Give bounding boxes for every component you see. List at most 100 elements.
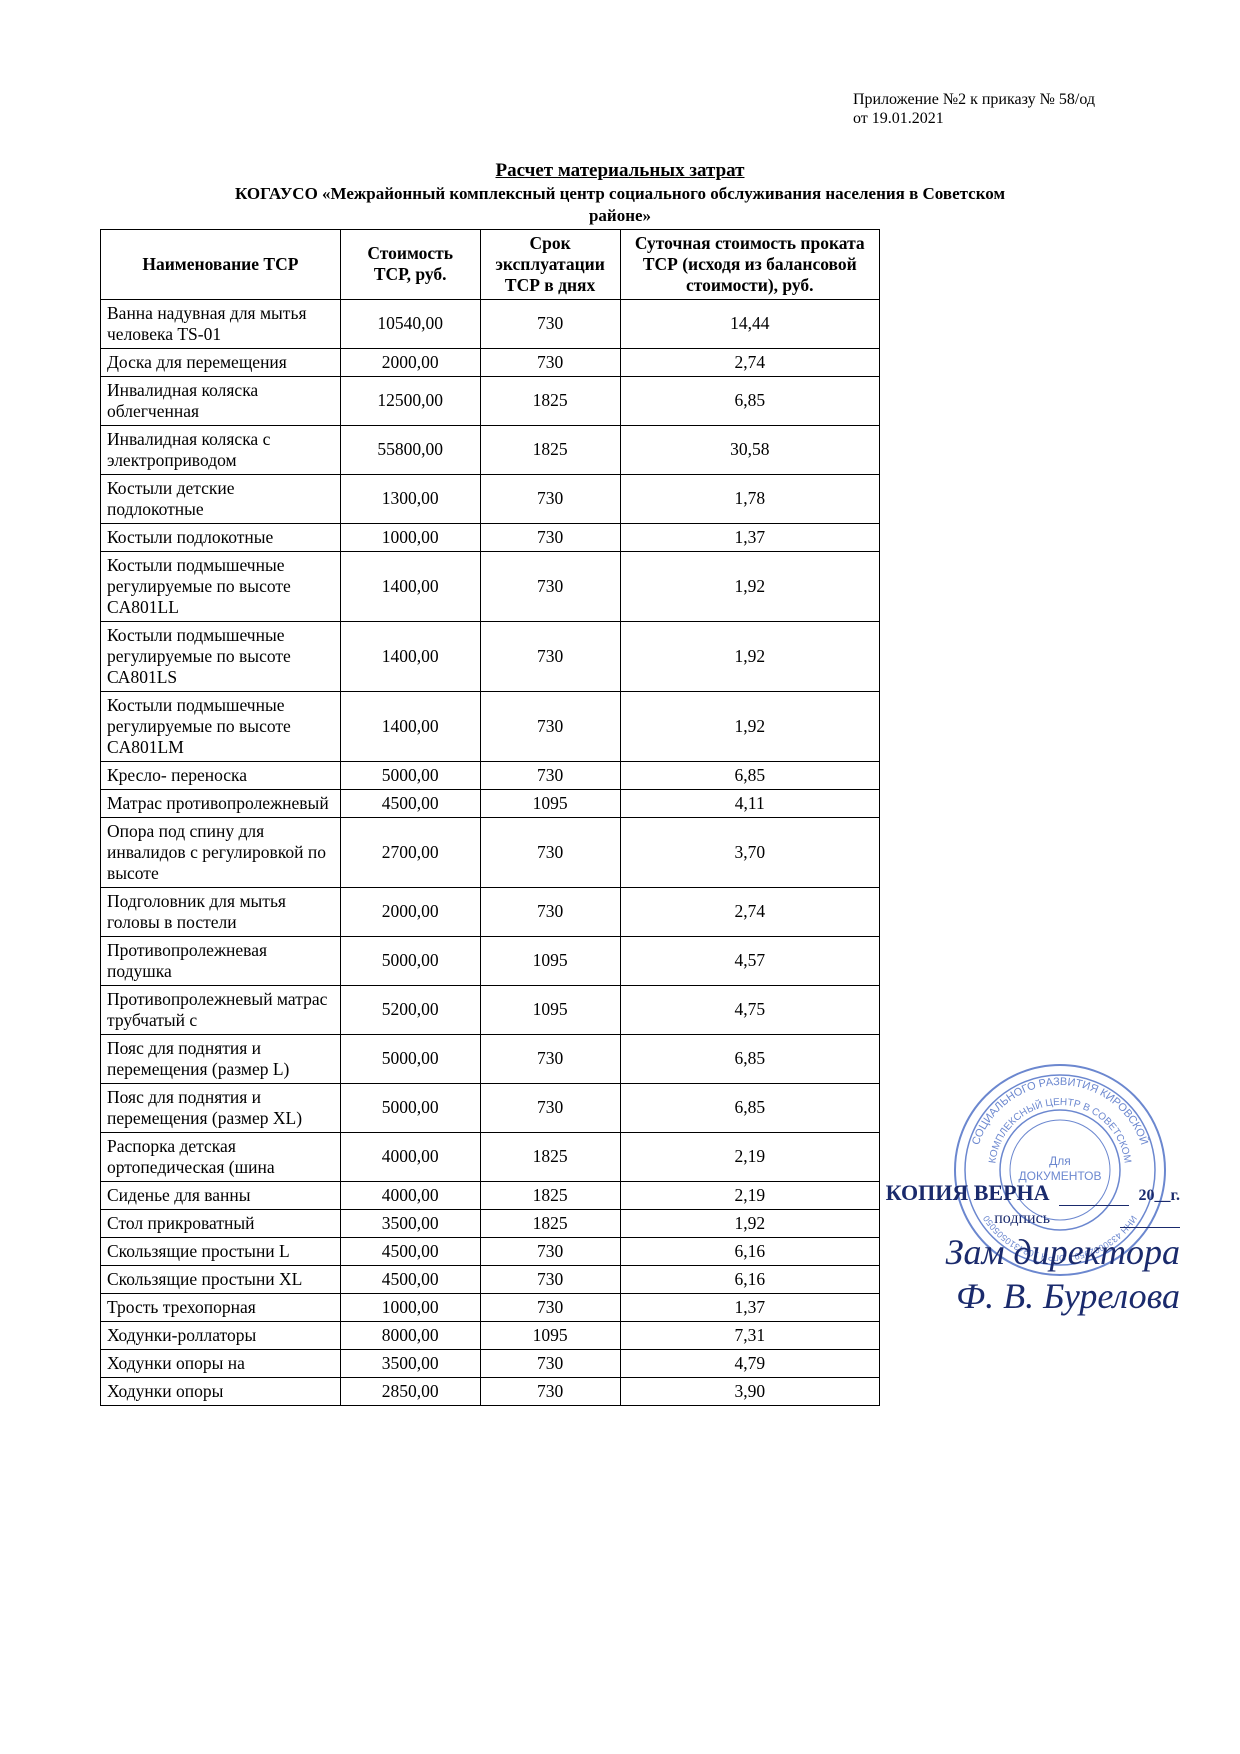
cell-name: Скользящие простыни XL — [101, 1265, 341, 1293]
cell-name: Противопролежневая подушка — [101, 936, 341, 985]
cell-daily: 6,85 — [620, 761, 879, 789]
table-row: Костыли подмышечные регулируемые по высо… — [101, 621, 880, 691]
table-row: Костыли детские подлокотные1300,007301,7… — [101, 474, 880, 523]
cell-term: 1095 — [480, 936, 620, 985]
cell-cost: 1300,00 — [340, 474, 480, 523]
cell-name: Подголовник для мытья головы в постели — [101, 887, 341, 936]
cell-daily: 1,37 — [620, 523, 879, 551]
cell-cost: 2000,00 — [340, 887, 480, 936]
table-row: Ходунки опоры на3500,007304,79 — [101, 1349, 880, 1377]
cell-term: 1825 — [480, 425, 620, 474]
cell-cost: 3500,00 — [340, 1209, 480, 1237]
cell-name: Ходунки опоры — [101, 1377, 341, 1405]
header-line1: Приложение №2 к приказу № 58/од — [853, 90, 1095, 109]
cell-term: 1095 — [480, 1321, 620, 1349]
cell-daily: 6,85 — [620, 376, 879, 425]
cell-name: Ходунки-роллаторы — [101, 1321, 341, 1349]
table-header-row: Наименование ТСР Стоимость ТСР, руб. Сро… — [101, 229, 880, 299]
cell-cost: 2700,00 — [340, 817, 480, 887]
cell-daily: 30,58 — [620, 425, 879, 474]
cell-daily: 1,78 — [620, 474, 879, 523]
table-row: Противопролежневый матрас трубчатый с520… — [101, 985, 880, 1034]
cell-daily: 7,31 — [620, 1321, 879, 1349]
table-row: Противопролежневая подушка5000,0010954,5… — [101, 936, 880, 985]
cell-term: 730 — [480, 621, 620, 691]
cell-daily: 2,19 — [620, 1132, 879, 1181]
table-row: Подголовник для мытья головы в постели20… — [101, 887, 880, 936]
cell-cost: 4000,00 — [340, 1132, 480, 1181]
sig-verna: КОПИЯ ВЕРНА — [886, 1180, 1050, 1205]
cell-term: 730 — [480, 817, 620, 887]
col-daily: Суточная стоимость проката ТСР (исходя и… — [620, 229, 879, 299]
cell-daily: 4,11 — [620, 789, 879, 817]
table-row: Инвалидная коляска с электроприводом5580… — [101, 425, 880, 474]
cell-cost: 2000,00 — [340, 348, 480, 376]
cell-cost: 1400,00 — [340, 621, 480, 691]
cell-term: 730 — [480, 348, 620, 376]
cell-name: Сиденье для ванны — [101, 1181, 341, 1209]
cell-term: 730 — [480, 761, 620, 789]
cell-term: 730 — [480, 1034, 620, 1083]
cell-term: 730 — [480, 474, 620, 523]
cell-term: 730 — [480, 551, 620, 621]
title-block: Расчет материальных затрат КОГАУСО «Межр… — [100, 160, 1140, 227]
col-cost: Стоимость ТСР, руб. — [340, 229, 480, 299]
cell-term: 1825 — [480, 1209, 620, 1237]
stamp-center1: Для — [1049, 1154, 1071, 1168]
cell-term: 730 — [480, 1349, 620, 1377]
cell-name: Скользящие простыни L — [101, 1237, 341, 1265]
cell-cost: 12500,00 — [340, 376, 480, 425]
title-sub2: районе» — [100, 206, 1140, 226]
table-row: Инвалидная коляска облегченная12500,0018… — [101, 376, 880, 425]
table-row: Распорка детская ортопедическая (шина400… — [101, 1132, 880, 1181]
table-row: Костыли подмышечные регулируемые по высо… — [101, 691, 880, 761]
cell-term: 1095 — [480, 789, 620, 817]
cell-cost: 5000,00 — [340, 1083, 480, 1132]
cell-name: Пояс для поднятия и перемещения (размер … — [101, 1034, 341, 1083]
table-row: Ходунки-роллаторы8000,0010957,31 — [101, 1321, 880, 1349]
title-sub1: КОГАУСО «Межрайонный комплексный центр с… — [100, 184, 1140, 204]
cell-term: 730 — [480, 887, 620, 936]
sig-podpis-label: подпись — [994, 1210, 1050, 1227]
cell-cost: 5000,00 — [340, 1034, 480, 1083]
cell-daily: 1,92 — [620, 551, 879, 621]
cell-cost: 1400,00 — [340, 551, 480, 621]
cell-daily: 1,92 — [620, 691, 879, 761]
cell-name: Костыли подмышечные регулируемые по высо… — [101, 691, 341, 761]
cell-cost: 4500,00 — [340, 789, 480, 817]
table-row: Опора под спину для инвалидов с регулиро… — [101, 817, 880, 887]
cell-daily: 2,74 — [620, 887, 879, 936]
cell-term: 730 — [480, 1083, 620, 1132]
cell-daily: 6,85 — [620, 1083, 879, 1132]
cell-name: Противопролежневый матрас трубчатый с — [101, 985, 341, 1034]
cell-term: 1825 — [480, 376, 620, 425]
table-row: Доска для перемещения2000,007302,74 — [101, 348, 880, 376]
cell-daily: 3,70 — [620, 817, 879, 887]
cell-name: Костыли подлокотные — [101, 523, 341, 551]
cell-name: Костыли детские подлокотные — [101, 474, 341, 523]
cell-daily: 14,44 — [620, 299, 879, 348]
table-row: Ходунки опоры2850,007303,90 — [101, 1377, 880, 1405]
cell-name: Кресло- переноска — [101, 761, 341, 789]
cell-daily: 1,92 — [620, 621, 879, 691]
cell-term: 730 — [480, 523, 620, 551]
table-row: Матрас противопролежневый4500,0010954,11 — [101, 789, 880, 817]
cell-cost: 5200,00 — [340, 985, 480, 1034]
header-line2: от 19.01.2021 — [853, 109, 1095, 128]
sig-hand2: Ф. В. Бурелова — [760, 1278, 1180, 1316]
cell-name: Пояс для поднятия и перемещения (размер … — [101, 1083, 341, 1132]
cell-term: 1095 — [480, 985, 620, 1034]
table-row: Костыли подмышечные регулируемые по высо… — [101, 551, 880, 621]
cell-cost: 4500,00 — [340, 1237, 480, 1265]
table-row: Ванна надувная для мытья человека TS-011… — [101, 299, 880, 348]
col-name: Наименование ТСР — [101, 229, 341, 299]
cell-term: 730 — [480, 1237, 620, 1265]
cell-cost: 1000,00 — [340, 1293, 480, 1321]
cell-cost: 8000,00 — [340, 1321, 480, 1349]
cell-term: 730 — [480, 1265, 620, 1293]
cell-cost: 5000,00 — [340, 936, 480, 985]
cell-daily: 6,85 — [620, 1034, 879, 1083]
header-appendix: Приложение №2 к приказу № 58/од от 19.01… — [853, 90, 1095, 128]
cell-cost: 4500,00 — [340, 1265, 480, 1293]
cell-name: Распорка детская ортопедическая (шина — [101, 1132, 341, 1181]
